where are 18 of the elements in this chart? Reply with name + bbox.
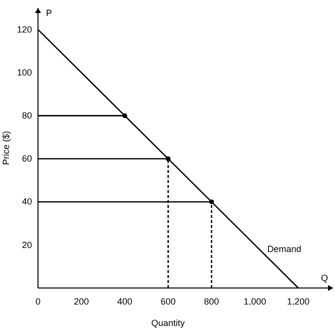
y-tick-label: 20 [22, 240, 32, 250]
annotation: P [46, 8, 52, 18]
x-axis-title: Quantity [151, 318, 186, 328]
y-tick-label: 100 [16, 67, 32, 78]
x-tick-label: 1,000 [244, 296, 266, 306]
x-tick-label: 600 [160, 296, 176, 306]
x-tick-label: 200 [74, 296, 89, 306]
y-axis-title: Price ($) [1, 130, 11, 166]
x-tick-label: 0 [35, 296, 41, 306]
series-label: Demand [267, 244, 302, 254]
y-tick-label: 60 [22, 154, 32, 164]
x-tick-label: 400 [117, 296, 132, 306]
y-tick-label: 80 [22, 110, 32, 121]
x-tick-label: 800 [204, 296, 220, 306]
x-tick-label: 1,200 [287, 296, 310, 306]
y-tick-label: 120 [16, 24, 32, 34]
y-tick-label: 40 [22, 196, 32, 207]
annotation: Q [321, 273, 328, 283]
